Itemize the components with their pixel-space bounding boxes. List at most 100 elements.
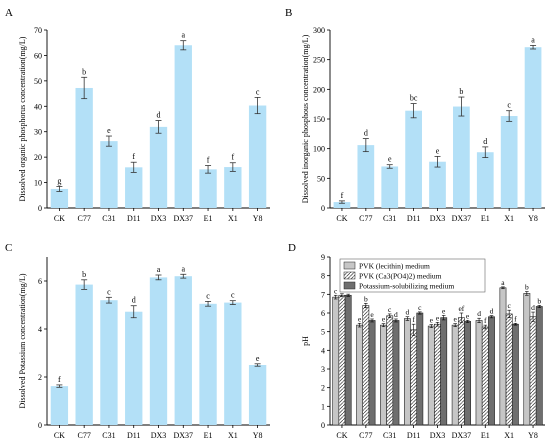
significance-label: f [132, 152, 135, 161]
bar [500, 116, 518, 208]
significance-label: a [157, 265, 161, 274]
significance-label: a [501, 278, 505, 287]
bar [529, 316, 537, 426]
legend-box [339, 258, 486, 293]
panel-letter: B [285, 7, 292, 19]
bar [451, 324, 459, 426]
x-tick-label: DX37 [452, 431, 472, 440]
x-tick-label: X1 [504, 214, 514, 223]
bar [125, 167, 143, 208]
bar [380, 324, 387, 426]
x-tick-label: DX3 [151, 431, 167, 440]
significance-label: b [537, 296, 541, 305]
y-tick-label: 10 [34, 179, 42, 188]
y-tick-label: 150 [313, 115, 325, 124]
significance-label: d [394, 310, 398, 319]
significance-label: f [231, 153, 234, 162]
x-tick-label: Y8 [253, 431, 263, 440]
x-tick-label: C31 [383, 431, 396, 440]
x-tick-label: D11 [127, 431, 140, 440]
bar [429, 161, 446, 208]
y-tick-label: 0 [38, 421, 42, 430]
bar [332, 296, 340, 426]
bar [410, 329, 418, 426]
significance-label: c [206, 291, 210, 300]
x-tick-label: C31 [102, 431, 115, 440]
y-axis-title: Dissolved Potassium concentration(mg/L) [18, 273, 27, 408]
legend-entry: PVK (Ca3(PO4)2) medium [359, 272, 442, 281]
panel-letter: D [288, 242, 296, 254]
bar [248, 105, 267, 208]
significance-label: e [107, 126, 111, 135]
bar [224, 167, 242, 208]
y-tick-label: 6 [321, 309, 325, 318]
significance-label: f [207, 156, 210, 165]
legend-swatch [343, 261, 356, 270]
x-tick-label: CK [336, 214, 347, 223]
significance-label: f [58, 375, 61, 384]
bar [199, 303, 217, 425]
x-tick-label: E1 [204, 214, 213, 223]
y-tick-label: 1 [321, 402, 325, 411]
significance-label: b [82, 270, 86, 279]
significance-label: g [57, 176, 61, 185]
bar [357, 145, 375, 208]
significance-label: d [364, 129, 368, 138]
x-tick-label: CK [54, 214, 65, 223]
y-tick-label: 0 [38, 204, 42, 213]
bar [457, 317, 465, 426]
x-tick-label: DX37 [452, 214, 472, 223]
y-tick-label: 200 [313, 85, 325, 94]
significance-label: ef [458, 304, 464, 313]
y-tick-label: 2 [321, 384, 325, 393]
bar [386, 315, 394, 426]
bar [481, 326, 489, 426]
significance-label: f [514, 314, 517, 323]
bar [405, 110, 422, 208]
bar [535, 306, 543, 426]
bar [505, 313, 513, 426]
bar [344, 294, 352, 426]
bar [511, 323, 519, 426]
x-tick-label: D11 [407, 431, 420, 440]
bar [248, 365, 267, 425]
x-tick-label: X1 [228, 214, 238, 223]
y-tick-label: 7 [321, 290, 325, 299]
significance-label: c [418, 303, 422, 312]
significance-label: e [436, 313, 440, 322]
bar [149, 126, 168, 208]
x-tick-label: D11 [127, 214, 140, 223]
significance-label: b [525, 283, 529, 292]
y-axis-title: pH [301, 336, 310, 346]
bar [75, 284, 93, 425]
legend-entry: PVK (lecithin) medium [359, 262, 430, 271]
bar [368, 320, 376, 426]
y-tick-label: 20 [34, 153, 42, 162]
panel-letter: A [5, 7, 13, 19]
significance-label: e [454, 315, 458, 324]
bar [453, 106, 470, 208]
bar [488, 316, 495, 426]
bar [356, 324, 364, 426]
significance-label: d [490, 307, 494, 316]
x-tick-label: E1 [481, 214, 490, 223]
bar [392, 320, 400, 426]
x-tick-label: Y8 [528, 214, 538, 223]
x-tick-label: C77 [359, 214, 372, 223]
y-tick-label: 300 [313, 26, 325, 35]
significance-label: f [341, 191, 344, 200]
panel-a: A 0 10 20 30 40 50 60 70 Dissolved organic phosph… [5, 7, 270, 223]
significance-label: c [256, 87, 260, 96]
bar [381, 166, 399, 208]
significance-label: b [82, 67, 86, 76]
x-tick-label: DX3 [430, 431, 446, 440]
x-tick-label: DX3 [151, 214, 167, 223]
x-tick-label: C77 [77, 431, 90, 440]
significance-label: e [436, 146, 440, 155]
y-axis-title: Dissolved organic phosphorus concentrati… [18, 36, 27, 201]
significance-label: c [107, 287, 111, 296]
significance-label: f [484, 316, 487, 325]
bar [149, 277, 168, 425]
significance-label: d [132, 296, 136, 305]
